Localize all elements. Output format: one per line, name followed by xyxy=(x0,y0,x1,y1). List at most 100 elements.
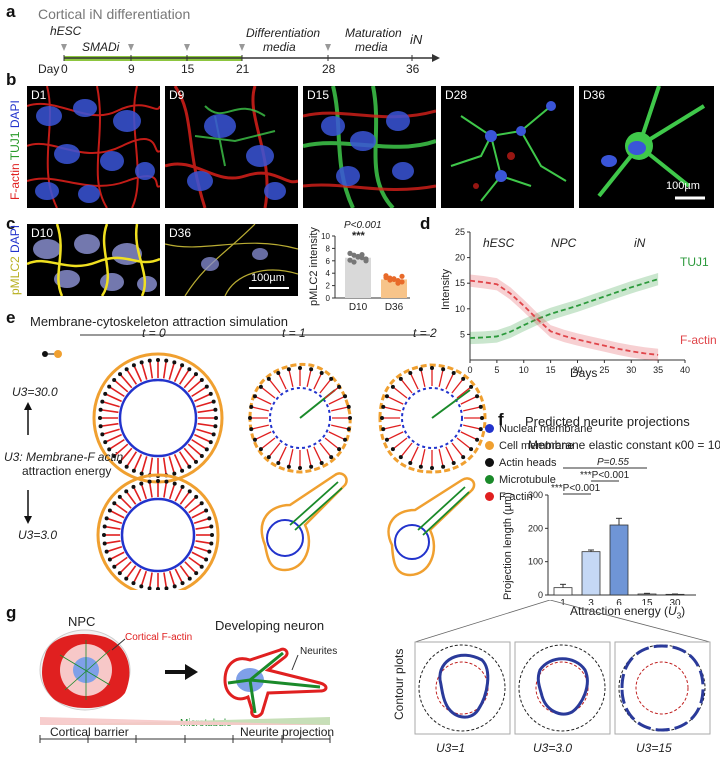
simulation-legend: Nuclear membrane Cell membrane Actin hea… xyxy=(485,420,593,505)
actin-head xyxy=(124,489,129,494)
actin-head xyxy=(286,367,291,372)
factin-spoke xyxy=(179,565,191,580)
time-label-0: t = 0 xyxy=(142,326,166,340)
c-point-D36 xyxy=(399,273,405,279)
micrograph-d9: D9 xyxy=(165,86,298,208)
micrograph-label-d10: D10 xyxy=(31,226,54,240)
actin-head xyxy=(441,464,446,469)
differentiation-label-2: media xyxy=(263,40,296,54)
cell-u3-t1 xyxy=(260,472,348,572)
phase-label-in: iN xyxy=(634,236,646,250)
factin-spoke xyxy=(319,442,332,458)
actin-head xyxy=(102,524,107,529)
actin-head xyxy=(103,391,108,396)
micrograph-d10: D10 xyxy=(27,224,160,296)
day-tick-36: 36 xyxy=(406,62,420,76)
actin-head xyxy=(193,372,198,377)
u3-description-1: U3: Membrane-F actin xyxy=(4,450,124,464)
actin-head xyxy=(147,586,152,590)
factin-spoke xyxy=(187,379,203,393)
actin-head xyxy=(102,541,107,546)
factin-spoke xyxy=(197,422,216,428)
factin-spoke xyxy=(178,368,191,385)
intensity-xlabel: Days xyxy=(570,366,598,380)
factin-spoke xyxy=(456,437,472,450)
actin-head xyxy=(343,437,348,442)
micrograph-label-d36: D36 xyxy=(583,88,606,102)
actin-head xyxy=(298,366,302,370)
contour-plot-u15 xyxy=(614,641,711,735)
factin-spoke xyxy=(109,551,125,561)
actin-head xyxy=(469,447,474,452)
actin-head xyxy=(266,376,271,381)
phase-label-npc: NPC xyxy=(551,236,577,250)
legend-factin: F-actin xyxy=(485,488,593,505)
actin-head xyxy=(156,479,160,483)
factin-spoke xyxy=(383,406,401,412)
f-x-label-30: 30 xyxy=(669,598,681,605)
factin-spoke xyxy=(132,486,142,502)
factin-spoke xyxy=(162,457,168,476)
c-x-label-D10: D10 xyxy=(349,302,368,313)
factin-spoke xyxy=(106,545,123,553)
f-bar-15 xyxy=(637,593,657,596)
factin-spoke xyxy=(438,369,444,387)
scalebar-label-c: 100µm xyxy=(251,272,285,284)
factin-spoke xyxy=(191,385,208,398)
actin-head xyxy=(98,424,103,429)
actin-head xyxy=(252,394,257,399)
actin-head xyxy=(258,384,263,389)
c-point-D10 xyxy=(351,259,357,265)
actin-head xyxy=(164,586,169,590)
c-y-tick-label: 6 xyxy=(326,257,331,266)
factin-spoke xyxy=(140,362,148,380)
factin-spoke xyxy=(392,437,408,450)
actin-head xyxy=(346,427,351,432)
factin-spoke xyxy=(331,406,349,412)
c-bar-D10 xyxy=(345,257,371,298)
c-y-tick-label: 10 xyxy=(321,232,330,241)
actin-head xyxy=(390,447,395,452)
micrograph-label-d9: D9 xyxy=(169,88,185,102)
factin-spoke xyxy=(400,442,413,458)
factin-spoke xyxy=(191,551,207,561)
f-y-tick-label: 200 xyxy=(528,523,543,533)
micrograph-label-d15: D15 xyxy=(307,88,330,102)
actin-head xyxy=(107,384,112,389)
actin-head xyxy=(319,370,324,375)
factin-spoke xyxy=(193,545,210,553)
micrograph-label-d1: D1 xyxy=(31,88,47,102)
factin-spoke xyxy=(100,408,119,414)
actin-head xyxy=(100,432,105,437)
actin-head xyxy=(384,437,389,442)
actin-head xyxy=(100,399,105,404)
legend-cell-membrane: Cell membrane xyxy=(485,437,593,454)
actin-head xyxy=(298,466,302,470)
factin-spoke xyxy=(288,369,294,387)
factin-spoke xyxy=(386,395,404,405)
actin-head xyxy=(319,461,324,466)
timeline-arrowhead xyxy=(432,54,440,62)
panel-letter-c: c xyxy=(6,214,16,233)
projection-ylabel: Projection length (µm) xyxy=(502,492,514,600)
factin-spoke xyxy=(140,570,148,587)
actin-head xyxy=(102,533,106,537)
factin-spoke xyxy=(148,572,153,589)
factin-spoke xyxy=(254,395,272,405)
factin-spoke xyxy=(119,496,132,509)
actin-head xyxy=(480,416,484,420)
phase-label-hesc: hESC xyxy=(483,236,515,250)
micrograph-d15: D15 xyxy=(303,86,436,208)
d-x-tick-label: 10 xyxy=(519,365,529,375)
actin-head xyxy=(172,584,177,589)
panel-letter-d: d xyxy=(420,214,431,233)
actin-head xyxy=(208,391,213,396)
factin-spoke xyxy=(324,437,340,450)
sig-label-055: P=0.55 xyxy=(597,457,629,468)
actin-head xyxy=(348,416,352,420)
c-point-D36 xyxy=(383,274,389,281)
actin-head xyxy=(139,471,144,476)
factin-spoke xyxy=(148,360,154,379)
actin-head xyxy=(346,404,351,409)
timeline-start-label: hESC xyxy=(50,24,82,38)
